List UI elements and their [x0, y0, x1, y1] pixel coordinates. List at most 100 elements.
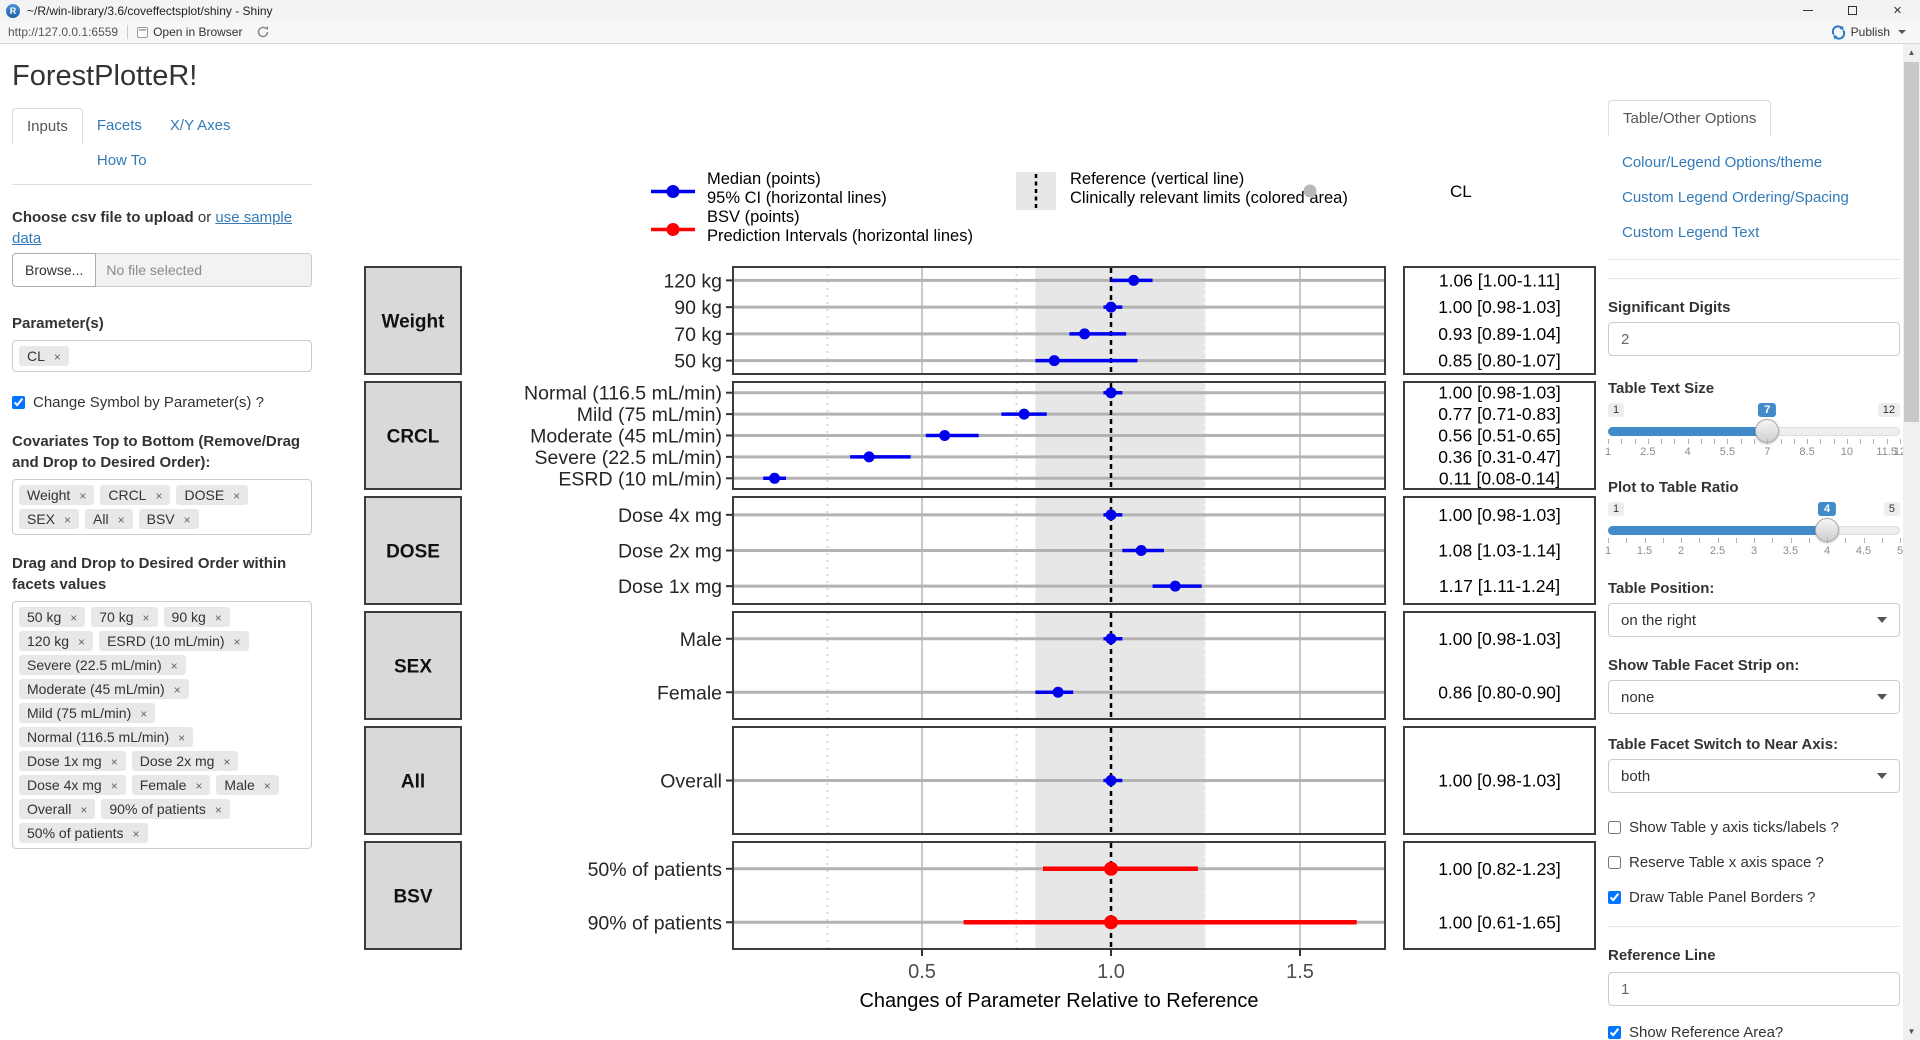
remove-tag-icon[interactable]: ×	[233, 635, 241, 649]
show-reference-area-checkbox[interactable]	[1608, 1026, 1621, 1039]
remove-tag-icon[interactable]: ×	[173, 683, 181, 697]
facet-values-order-select[interactable]: 50 kg × 70 kg × 90 kg × 120 kg × ESRD (10 mL/min…	[12, 601, 312, 849]
show-reference-area-checkbox-row[interactable]: Show Reference Area?	[1608, 1024, 1900, 1040]
reserve-table-x-axis-space-checkbox[interactable]	[1608, 856, 1621, 869]
tab-x-y-axes[interactable]: X/Y Axes	[169, 117, 231, 134]
facet-value-tag-90-kg[interactable]: 90 kg ×	[163, 607, 230, 627]
facet-value-tag-50-kg[interactable]: 50 kg ×	[19, 607, 86, 627]
publish-button[interactable]: Publish	[1831, 24, 1906, 40]
remove-tag-icon[interactable]: ×	[223, 755, 231, 769]
remove-tag-icon[interactable]: ×	[214, 803, 222, 817]
remove-tag-icon[interactable]: ×	[79, 489, 87, 503]
covariate-tag-all[interactable]: All ×	[85, 509, 133, 529]
remove-tag-icon[interactable]: ×	[195, 779, 203, 793]
facet-value-tag-esrd-10-ml-min[interactable]: ESRD (10 mL/min) ×	[99, 631, 249, 651]
scroll-down-icon[interactable]: ▼	[1907, 1027, 1916, 1036]
facet-value-tag-male[interactable]: Male ×	[216, 775, 279, 795]
slider-value-badge: 4	[1817, 502, 1837, 516]
toolbar-divider	[127, 25, 129, 39]
reserve-table-x-axis-space-row[interactable]: Reserve Table x axis space ?	[1608, 854, 1900, 871]
remove-tag-icon[interactable]: ×	[110, 779, 118, 793]
minimize-button[interactable]	[1785, 0, 1830, 21]
scroll-up-icon[interactable]: ▲	[1907, 48, 1916, 57]
covariate-tag-weight[interactable]: Weight ×	[19, 485, 95, 505]
show-table-y-axis-ticks-labels-row[interactable]: Show Table y axis ticks/labels ?	[1608, 819, 1900, 836]
refresh-button[interactable]	[256, 25, 270, 39]
remove-tag-icon[interactable]: ×	[214, 611, 222, 625]
link-custom-legend-ordering-spacing[interactable]: Custom Legend Ordering/Spacing	[1622, 189, 1849, 206]
slider-handle[interactable]	[1815, 518, 1839, 542]
remove-tag-icon[interactable]: ×	[170, 659, 178, 673]
left-sidebar: ForestPlotteR! Inputs Facets X/Y Axes How T…	[12, 52, 312, 849]
row-label: 120 kg	[663, 270, 722, 292]
remove-tag-icon[interactable]: ×	[233, 489, 241, 503]
remove-tag-icon[interactable]: ×	[78, 635, 86, 649]
close-button[interactable]: ✕	[1892, 5, 1903, 17]
remove-tag-icon[interactable]: ×	[140, 707, 148, 721]
remove-tag-icon[interactable]: ×	[64, 513, 72, 527]
parameters-select[interactable]: CL ×	[12, 340, 312, 372]
remove-tag-icon[interactable]: ×	[132, 827, 140, 841]
table-option-checkboxes: Show Table y axis ticks/labels ? Reserve …	[1608, 819, 1900, 906]
use-sample-data-link[interactable]: use sample data	[12, 209, 293, 247]
facet-value-tag-70-kg[interactable]: 70 kg ×	[91, 607, 158, 627]
change-symbol-checkbox-row[interactable]: Change Symbol by Parameter(s) ?	[12, 394, 312, 411]
facet-strip-label: DOSE	[386, 542, 440, 563]
reference-line-input[interactable]	[1608, 972, 1900, 1006]
legend-cl-swatch	[1303, 184, 1317, 198]
remove-tag-icon[interactable]: ×	[263, 779, 271, 793]
open-in-browser-button[interactable]: Open in Browser	[137, 25, 242, 39]
table-text-size-label: Table Text Size	[1608, 380, 1715, 397]
legend-cl-label: CL	[1450, 182, 1472, 201]
covariate-tag-dose[interactable]: DOSE ×	[176, 485, 249, 505]
facet-value-tag-severe-22-5-ml-min[interactable]: Severe (22.5 mL/min) ×	[19, 655, 186, 675]
facet-value-tag-female[interactable]: Female ×	[131, 775, 211, 795]
remove-tag-icon[interactable]: ×	[110, 755, 118, 769]
tab-how-to[interactable]: How To	[96, 152, 147, 169]
remove-tag-icon[interactable]: ×	[117, 513, 125, 527]
covariate-tag-crcl[interactable]: CRCL ×	[100, 485, 171, 505]
parameter-tag-cl[interactable]: CL ×	[19, 346, 69, 366]
remove-tag-icon[interactable]: ×	[178, 731, 186, 745]
facet-value-tag-dose-2x-mg[interactable]: Dose 2x mg ×	[131, 751, 239, 771]
remove-tag-icon[interactable]: ×	[80, 803, 88, 817]
show-table-y-axis-ticks-labels-checkbox[interactable]	[1608, 821, 1621, 834]
change-symbol-checkbox[interactable]	[12, 396, 25, 409]
remove-tag-icon[interactable]: ×	[155, 489, 163, 503]
draw-table-panel-borders-row[interactable]: Draw Table Panel Borders ?	[1608, 889, 1900, 906]
vertical-scrollbar[interactable]: ▲ ▼	[1903, 44, 1920, 1040]
facet-strip-select[interactable]: none	[1608, 680, 1900, 714]
facet-value-tag-120-kg[interactable]: 120 kg ×	[19, 631, 94, 651]
table-panel	[1403, 381, 1596, 490]
remove-tag-icon[interactable]: ×	[142, 611, 150, 625]
plot-to-table-ratio-slider[interactable]: 1 5 4 1 1.5 2 2.5 3 3.5 4 4.5 5	[1604, 502, 1904, 557]
facet-strip	[364, 266, 462, 375]
scrollbar-thumb[interactable]	[1904, 62, 1919, 422]
facet-value-tag-mild-75-ml-min[interactable]: Mild (75 mL/min) ×	[19, 703, 156, 723]
facet-value-tag-normal-116-5-ml-min[interactable]: Normal (116.5 mL/min) ×	[19, 727, 194, 747]
facet-value-tag-50-of-patients[interactable]: 50% of patients ×	[19, 823, 148, 843]
facet-value-tag-dose-4x-mg[interactable]: Dose 4x mg ×	[19, 775, 126, 795]
link-custom-legend-text[interactable]: Custom Legend Text	[1622, 224, 1760, 241]
tab-inputs[interactable]: Inputs	[12, 108, 83, 145]
remove-tag-icon[interactable]: ×	[53, 350, 61, 364]
table-position-select[interactable]: on the right	[1608, 603, 1900, 637]
browse-button[interactable]: Browse...	[12, 253, 97, 287]
remove-tag-icon[interactable]: ×	[183, 513, 191, 527]
covariates-order-select[interactable]: Weight × CRCL × DOSE × SEX × All × BSV ×	[12, 479, 312, 535]
link-colour-legend-options-theme[interactable]: Colour/Legend Options/theme	[1622, 154, 1823, 171]
covariate-tag-sex[interactable]: SEX ×	[19, 509, 80, 529]
facet-value-tag-moderate-45-ml-min[interactable]: Moderate (45 mL/min) ×	[19, 679, 189, 699]
draw-table-panel-borders-checkbox[interactable]	[1608, 891, 1621, 904]
tab-facets[interactable]: Facets	[96, 117, 142, 134]
remove-tag-icon[interactable]: ×	[70, 611, 78, 625]
maximize-button[interactable]	[1830, 0, 1875, 21]
significant-digits-input[interactable]	[1608, 322, 1900, 356]
tab-table-other-options[interactable]: Table/Other Options	[1608, 100, 1772, 136]
facet-value-tag-overall[interactable]: Overall ×	[19, 799, 96, 819]
facet-value-tag-90-of-patients[interactable]: 90% of patients ×	[101, 799, 230, 819]
covariate-tag-bsv[interactable]: BSV ×	[138, 509, 199, 529]
facet-switch-select[interactable]: both	[1608, 759, 1900, 793]
table-text-size-slider[interactable]: 1 12 7 1 2.5 4 5.5 7 8.5 10 11.5 12	[1604, 403, 1907, 458]
facet-value-tag-dose-1x-mg[interactable]: Dose 1x mg ×	[19, 751, 126, 771]
